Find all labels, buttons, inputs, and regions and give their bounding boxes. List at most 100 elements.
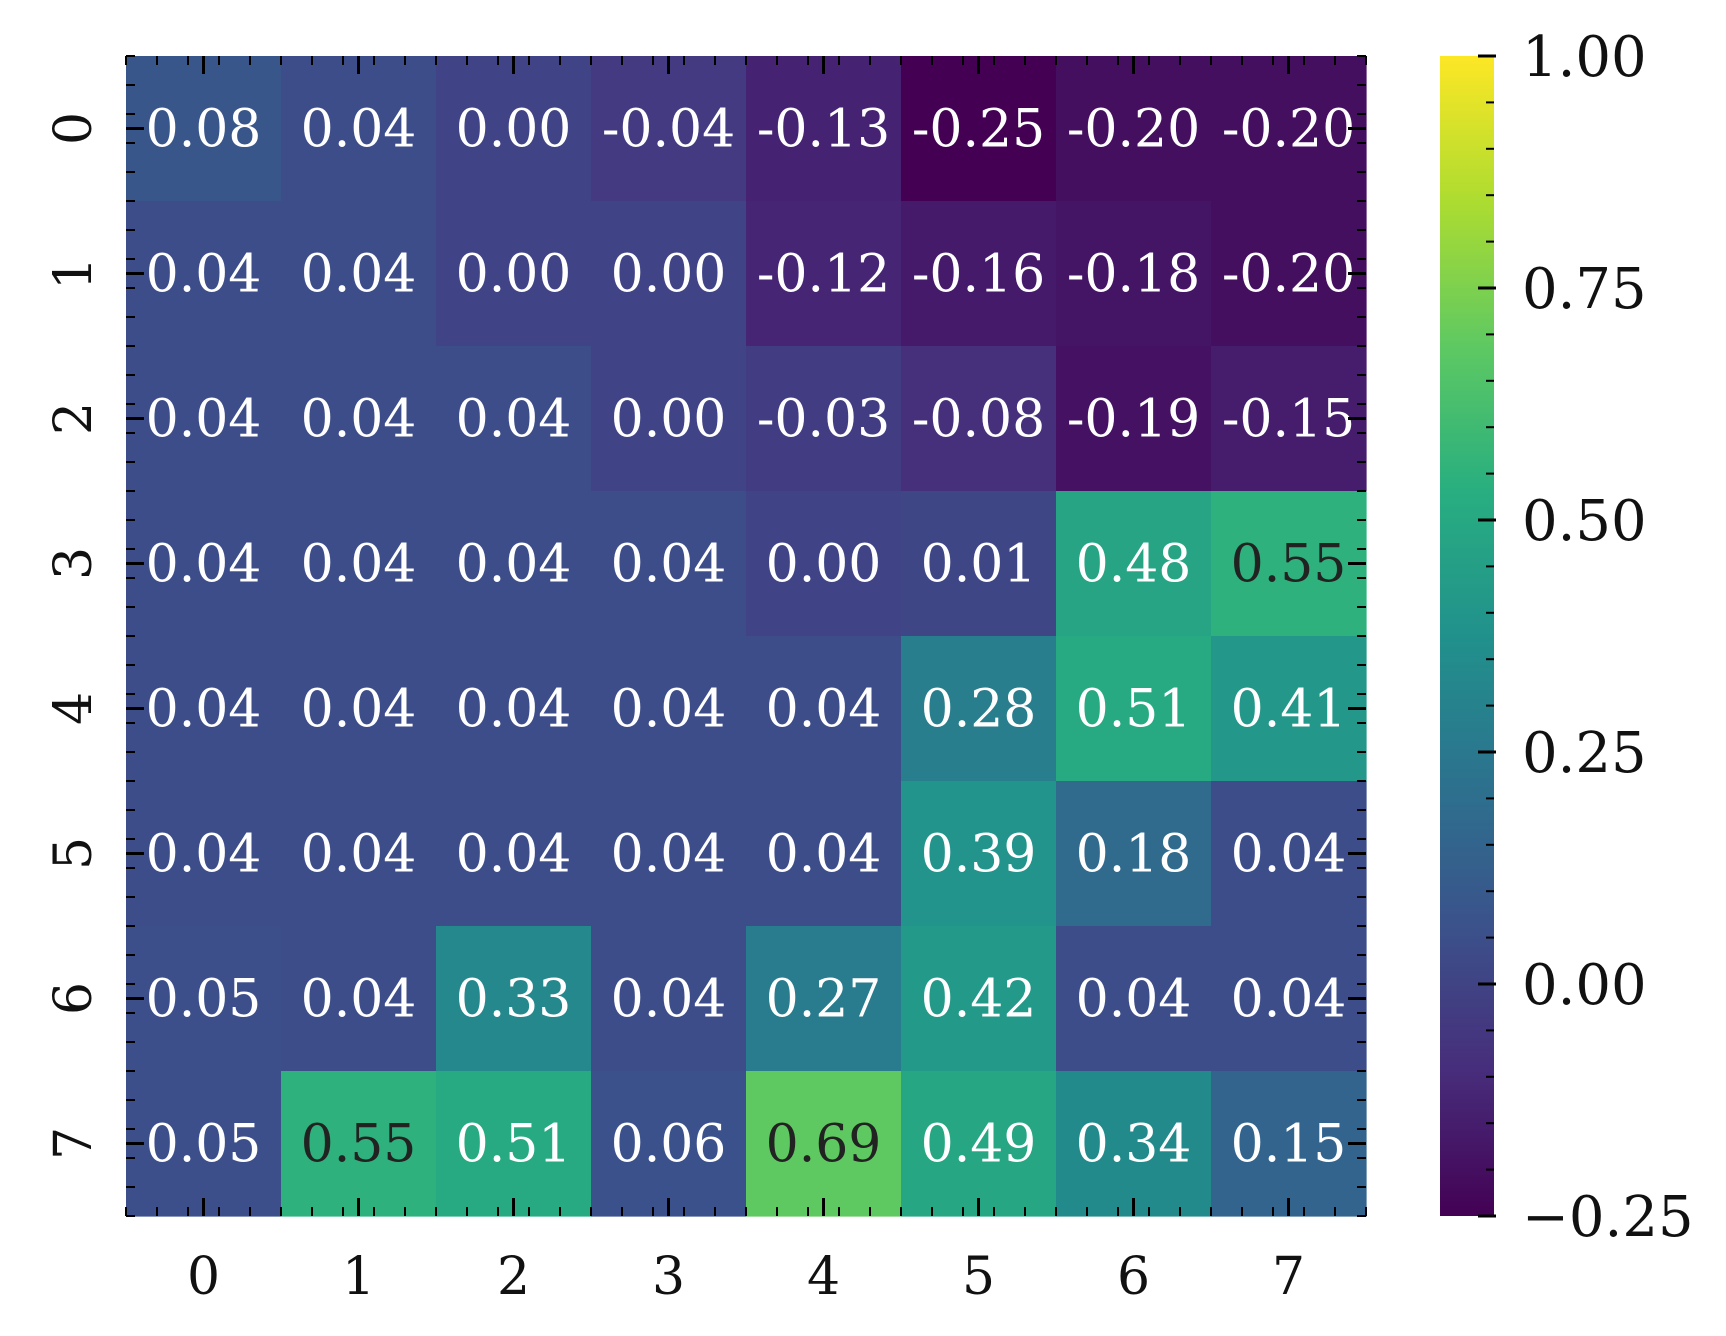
cell-value-label-r6-c5: 0.42 xyxy=(921,970,1037,1030)
heatmap-cell-r1-c3 xyxy=(591,201,747,347)
heatmap-cell-r7-c1 xyxy=(281,1071,437,1217)
heatmap-cell-r6-c5 xyxy=(901,926,1057,1072)
colorbar-tick-label-3: 0.50 xyxy=(1522,489,1647,554)
heatmap-cell-r2-c6 xyxy=(1056,346,1212,492)
heatmap-cell-r7-c5 xyxy=(901,1071,1057,1217)
cell-value-label-r1-c1: 0.04 xyxy=(301,245,417,305)
heatmap-cell-r3-c1 xyxy=(281,491,437,637)
colorbar-tick-label-2: 0.25 xyxy=(1522,721,1647,786)
cell-value-label-r6-c0: 0.05 xyxy=(146,970,262,1030)
y-tick-label-3: 3 xyxy=(44,547,104,580)
heatmap-cell-r6-c6 xyxy=(1056,926,1212,1072)
cell-value-label-r2-c4: -0.03 xyxy=(757,390,890,450)
cell-value-label-r3-c2: 0.04 xyxy=(456,535,572,595)
heatmap-cell-r2-c3 xyxy=(591,346,747,492)
heatmap-cell-r7-c3 xyxy=(591,1071,747,1217)
cell-value-label-r3-c5: 0.01 xyxy=(921,535,1037,595)
x-tick-label-0: 0 xyxy=(187,1247,220,1307)
cell-value-label-r0-c4: -0.13 xyxy=(757,100,890,160)
heatmap-cell-r5-c7 xyxy=(1211,781,1367,927)
heatmap-cell-r5-c0 xyxy=(126,781,282,927)
cell-value-label-r7-c2: 0.51 xyxy=(456,1115,572,1175)
cell-value-label-r3-c7: 0.55 xyxy=(1231,535,1347,595)
heatmap-cell-r6-c7 xyxy=(1211,926,1367,1072)
x-tick-label-5: 5 xyxy=(962,1247,995,1307)
heatmap-cell-r3-c2 xyxy=(436,491,592,637)
heatmap-axes: 0 1 2 3 4 5 6 7 0 1 2 3 4 5 6 7 xyxy=(44,55,1367,1307)
heatmap-cell-r0-c1 xyxy=(281,56,437,202)
cell-value-label-r7-c4: 0.69 xyxy=(766,1115,882,1175)
cell-value-label-r6-c4: 0.27 xyxy=(766,970,882,1030)
y-tick-label-1: 1 xyxy=(44,257,104,290)
cell-value-label-r2-c0: 0.04 xyxy=(146,390,262,450)
cell-value-label-r3-c4: 0.00 xyxy=(766,535,882,595)
colorbar-tick-label-1: 0.00 xyxy=(1522,953,1647,1018)
cell-value-label-r7-c0: 0.05 xyxy=(146,1115,262,1175)
cell-value-label-r5-c6: 0.18 xyxy=(1076,825,1192,885)
cell-value-label-r6-c3: 0.04 xyxy=(611,970,727,1030)
cell-value-label-r4-c1: 0.04 xyxy=(301,680,417,740)
heatmap-cell-r4-c3 xyxy=(591,636,747,782)
cell-value-label-r0-c2: 0.00 xyxy=(456,100,572,160)
cell-value-label-r3-c3: 0.04 xyxy=(611,535,727,595)
cell-value-label-r1-c2: 0.00 xyxy=(456,245,572,305)
cell-value-label-r0-c6: -0.20 xyxy=(1067,100,1200,160)
y-tick-label-2: 2 xyxy=(44,402,104,435)
heatmap-cell-r0-c2 xyxy=(436,56,592,202)
heatmap-cell-r1-c2 xyxy=(436,201,592,347)
heatmap-cell-r4-c5 xyxy=(901,636,1057,782)
cell-value-label-r1-c3: 0.00 xyxy=(611,245,727,305)
cell-value-label-r6-c7: 0.04 xyxy=(1231,970,1347,1030)
cell-value-label-r7-c3: 0.06 xyxy=(611,1115,727,1175)
heatmap-cell-r3-c6 xyxy=(1056,491,1212,637)
heatmap-cell-r5-c5 xyxy=(901,781,1057,927)
heatmap-cell-r3-c3 xyxy=(591,491,747,637)
heatmap-cells xyxy=(126,56,1367,1217)
cell-value-label-r5-c0: 0.04 xyxy=(146,825,262,885)
heatmap-cell-r5-c3 xyxy=(591,781,747,927)
cell-value-label-r0-c7: -0.20 xyxy=(1222,100,1355,160)
x-tick-label-3: 3 xyxy=(652,1247,685,1307)
y-tick-label-4: 4 xyxy=(44,692,104,725)
heatmap-cell-r3-c4 xyxy=(746,491,902,637)
heatmap-cell-r0-c7 xyxy=(1211,56,1367,202)
cell-value-label-r4-c4: 0.04 xyxy=(766,680,882,740)
heatmap-cell-r5-c2 xyxy=(436,781,592,927)
cell-value-label-r3-c6: 0.48 xyxy=(1076,535,1192,595)
heatmap-cell-r2-c2 xyxy=(436,346,592,492)
cell-value-label-r4-c0: 0.04 xyxy=(146,680,262,740)
heatmap-cell-r1-c0 xyxy=(126,201,282,347)
cell-value-label-r5-c2: 0.04 xyxy=(456,825,572,885)
cell-value-label-r4-c3: 0.04 xyxy=(611,680,727,740)
heatmap-cell-r6-c0 xyxy=(126,926,282,1072)
heatmap-cell-r5-c6 xyxy=(1056,781,1212,927)
heatmap-cell-r7-c2 xyxy=(436,1071,592,1217)
cell-value-label-r5-c5: 0.39 xyxy=(921,825,1037,885)
heatmap-cell-r6-c4 xyxy=(746,926,902,1072)
colorbar-tick-label-4: 0.75 xyxy=(1522,257,1647,322)
x-tick-label-1: 1 xyxy=(342,1247,375,1307)
heatmap-cell-r4-c7 xyxy=(1211,636,1367,782)
heatmap-cell-r0-c3 xyxy=(591,56,747,202)
cell-value-label-r5-c3: 0.04 xyxy=(611,825,727,885)
y-tick-label-6: 6 xyxy=(44,982,104,1015)
heatmap-cell-r2-c1 xyxy=(281,346,437,492)
cell-value-label-r2-c5: -0.08 xyxy=(912,390,1045,450)
heatmap-cell-r0-c4 xyxy=(746,56,902,202)
cell-value-label-r4-c2: 0.04 xyxy=(456,680,572,740)
colorbar-tick-label-5: 1.00 xyxy=(1522,25,1647,90)
heatmap-cell-r4-c1 xyxy=(281,636,437,782)
heatmap-cell-r0-c0 xyxy=(126,56,282,202)
y-tick-label-7: 7 xyxy=(44,1127,104,1160)
heatmap-cell-r7-c0 xyxy=(126,1071,282,1217)
cell-value-label-r7-c7: 0.15 xyxy=(1231,1115,1347,1175)
cell-value-label-r1-c7: -0.20 xyxy=(1222,245,1355,305)
heatmap-cell-r5-c1 xyxy=(281,781,437,927)
heatmap-cell-r2-c5 xyxy=(901,346,1057,492)
cell-value-label-r5-c7: 0.04 xyxy=(1231,825,1347,885)
heatmap-cell-r3-c7 xyxy=(1211,491,1367,637)
cell-value-label-r0-c3: -0.04 xyxy=(602,100,735,160)
cell-value-label-r2-c6: -0.19 xyxy=(1067,390,1200,450)
cell-value-label-r4-c5: 0.28 xyxy=(921,680,1037,740)
